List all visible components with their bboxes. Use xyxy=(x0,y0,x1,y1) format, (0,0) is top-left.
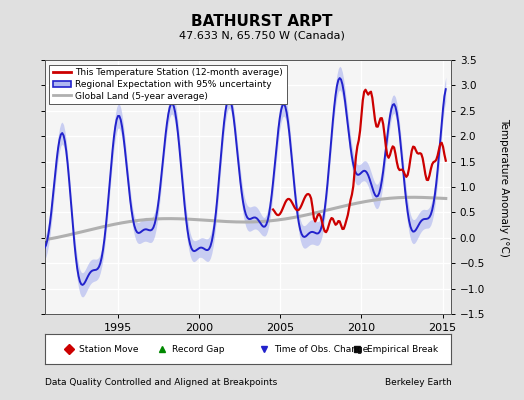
Text: Berkeley Earth: Berkeley Earth xyxy=(385,378,452,387)
Text: BATHURST ARPT: BATHURST ARPT xyxy=(191,14,333,29)
Y-axis label: Temperature Anomaly (°C): Temperature Anomaly (°C) xyxy=(499,118,509,256)
Text: Record Gap: Record Gap xyxy=(172,344,225,354)
Text: Empirical Break: Empirical Break xyxy=(367,344,439,354)
Text: 47.633 N, 65.750 W (Canada): 47.633 N, 65.750 W (Canada) xyxy=(179,30,345,40)
Text: Time of Obs. Change: Time of Obs. Change xyxy=(274,344,368,354)
Text: Data Quality Controlled and Aligned at Breakpoints: Data Quality Controlled and Aligned at B… xyxy=(45,378,277,387)
Text: Station Move: Station Move xyxy=(79,344,138,354)
Legend: This Temperature Station (12-month average), Regional Expectation with 95% uncer: This Temperature Station (12-month avera… xyxy=(49,64,287,104)
